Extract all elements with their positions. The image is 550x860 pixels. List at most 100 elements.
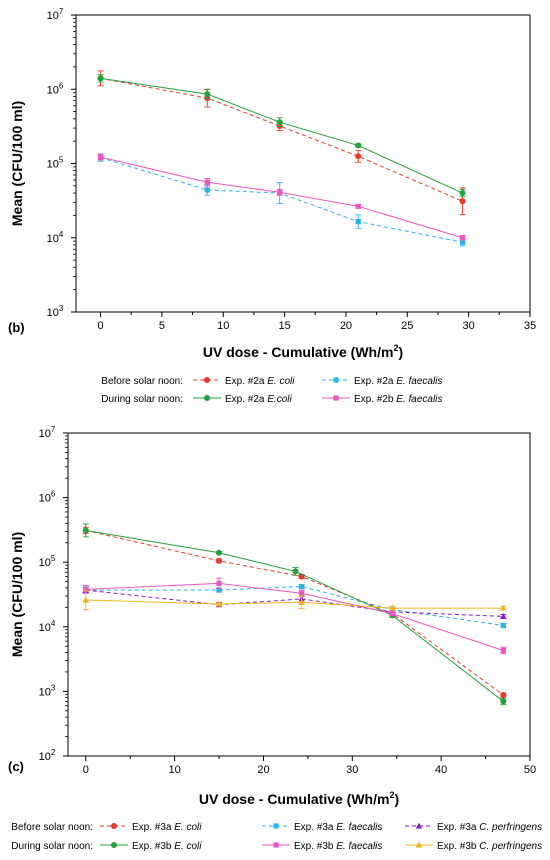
data-point: [500, 622, 506, 629]
x-axis-title: UV dose - Cumulative (Wh/m2): [199, 790, 399, 807]
data-point: [298, 598, 305, 605]
x-tick-label: 30: [463, 320, 475, 332]
x-tick-label: 15: [278, 320, 290, 332]
chart-panel-b: 0 5 10 15 20 25 30 35 103 104 105 106 107 UV dose - C…: [8, 7, 536, 405]
legend-marker: [204, 395, 210, 401]
series-exp-2b-e-faecalis: [97, 153, 466, 241]
data-point: [277, 189, 283, 195]
series-exp-2a-e-faecalis: [97, 153, 466, 247]
y-tick-label: 107: [47, 7, 64, 22]
series-line: [85, 599, 504, 609]
data-point: [500, 691, 507, 698]
x-tick-label: 40: [435, 764, 447, 776]
data-point: [500, 604, 507, 611]
legend-entry-label: Exp. #2a E. coli: [225, 376, 295, 387]
data-point: [82, 527, 89, 534]
y-tick-label: 103: [47, 304, 64, 319]
chart-panel-c: 0 10 20 30 40 50 102 103 104 105 106 107 UV dose - C…: [8, 425, 542, 852]
data-point: [389, 604, 396, 611]
data-point: [459, 198, 466, 205]
x-tick-label: 30: [346, 764, 358, 776]
legend-entry-label: Exp. #2a E. faecalis: [354, 376, 442, 387]
data-point: [216, 580, 222, 586]
series-exp-3b-e-coli: [82, 523, 507, 706]
data-point: [500, 698, 507, 705]
y-tick-label: 106: [39, 490, 56, 505]
data-point: [97, 154, 104, 160]
data-point: [389, 611, 395, 617]
y-tick-label: 105: [47, 156, 64, 171]
legend-entry-label: Exp. #3b E. faecalis: [294, 841, 382, 852]
x-tick-label: 0: [83, 764, 89, 776]
data-point: [355, 142, 362, 149]
legend-entry-label: Exp. #3b E. coli: [132, 841, 202, 852]
legend-marker: [273, 823, 279, 829]
data-point: [355, 203, 361, 209]
data-point: [204, 91, 211, 98]
legend-entry-label: Exp. #3a C. perfringens: [437, 822, 542, 833]
series-exp-2a-e-coli: [97, 74, 466, 198]
legend-marker: [333, 377, 339, 383]
y-tick-label: 102: [39, 748, 56, 763]
legend: Before solar noon: Exp. #2a E. coli Exp. #…: [101, 376, 442, 405]
data-point: [204, 179, 210, 185]
x-tick-label: 20: [257, 764, 269, 776]
series-line: [85, 589, 504, 617]
data-point: [355, 153, 362, 160]
x-tick-label: 10: [168, 764, 180, 776]
series-line: [85, 529, 504, 702]
x-tick-label: 10: [217, 320, 229, 332]
series-line: [100, 77, 463, 194]
plot-frame: [75, 14, 531, 313]
data-point: [459, 239, 466, 245]
legend-entry-label: Exp. #2a E.coli: [225, 394, 292, 405]
legend-marker: [273, 842, 279, 848]
series-line: [85, 586, 504, 626]
legend: Before solar noon: Exp. #3a E. coli Exp. #…: [11, 822, 542, 852]
data-point: [215, 600, 223, 607]
legend-entry-label: Exp. #3b C. perfringens: [437, 841, 542, 852]
data-point: [276, 119, 283, 126]
data-point: [216, 557, 223, 564]
y-tick-label: 104: [47, 230, 64, 245]
data-point: [216, 587, 222, 593]
panel-label: (b): [8, 320, 25, 335]
legend-row-label: Before solar noon:: [11, 822, 93, 833]
legend-marker: [111, 823, 117, 829]
x-tick-label: 5: [159, 320, 165, 332]
x-tick-label: 0: [97, 320, 103, 332]
x-tick-label: 20: [340, 320, 352, 332]
legend-marker: [204, 377, 210, 383]
legend-row-label: During solar noon:: [11, 841, 93, 852]
data-point: [204, 187, 210, 193]
data-point: [459, 190, 466, 197]
y-tick-label: 105: [39, 554, 56, 569]
data-point: [299, 590, 305, 596]
data-point: [292, 568, 299, 575]
data-point: [459, 235, 466, 241]
series-exp-3a-e-coli: [82, 526, 507, 698]
panel-label: (c): [8, 759, 24, 774]
legend-row-label: Before solar noon:: [101, 376, 183, 387]
series-exp-3a-e-faecalis: [82, 583, 507, 629]
data-point: [82, 596, 89, 603]
series-line: [85, 529, 504, 696]
data-point: [299, 583, 305, 590]
plot-frame: [67, 432, 531, 757]
legend-marker: [415, 822, 423, 829]
data-point: [355, 219, 361, 225]
x-tick-label: 35: [524, 320, 536, 332]
series-line: [100, 156, 463, 239]
y-tick-label: 103: [39, 683, 56, 698]
x-axis-title: UV dose - Cumulative (Wh/m2): [203, 343, 403, 360]
series-line: [100, 77, 463, 202]
legend-marker: [333, 395, 339, 401]
data-point: [83, 586, 89, 592]
y-tick-label: 107: [39, 425, 56, 440]
data-point: [500, 647, 506, 654]
legend-entry-label: Exp. #3a E. coli: [132, 822, 202, 833]
legend-row-label: During solar noon:: [101, 394, 183, 405]
y-tick-label: 104: [39, 619, 56, 634]
series-exp-3b-e-faecalis: [82, 577, 507, 655]
